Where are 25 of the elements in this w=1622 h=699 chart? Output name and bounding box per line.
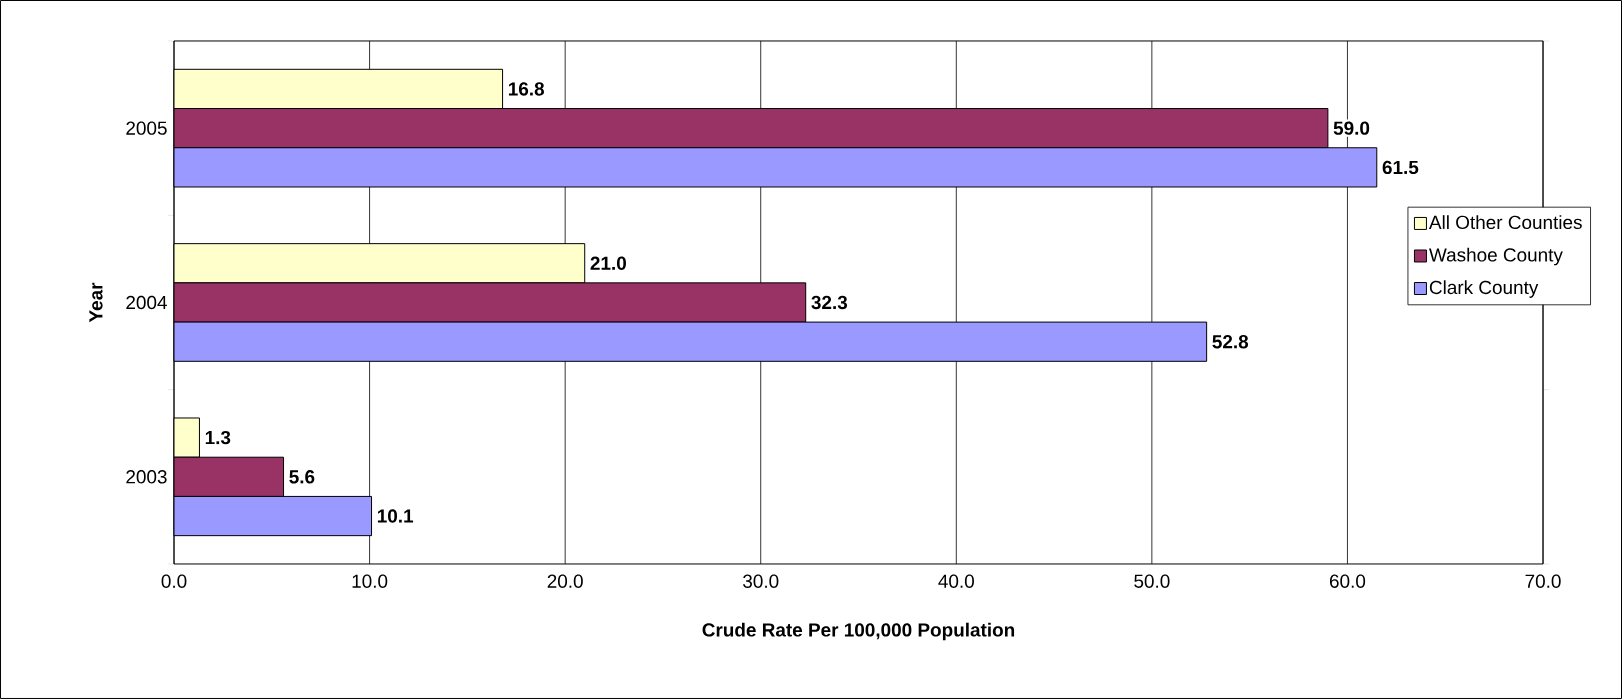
data-label: 16.8 bbox=[508, 82, 545, 96]
y-tick-label: 2004 bbox=[126, 295, 167, 310]
x-tick-label: 30.0 bbox=[743, 574, 779, 588]
x-tick-label: 70.0 bbox=[1525, 574, 1561, 588]
data-label: 32.3 bbox=[811, 295, 848, 310]
y-axis-title: Year bbox=[89, 282, 103, 323]
data-label: 10.1 bbox=[377, 509, 414, 523]
x-tick-label: 20.0 bbox=[547, 574, 583, 588]
data-label: 1.3 bbox=[205, 430, 231, 445]
x-tick-label: 10.0 bbox=[352, 574, 388, 588]
data-label: 52.8 bbox=[1212, 335, 1249, 349]
y-tick-label: 2005 bbox=[126, 121, 167, 135]
x-tick-label: 40.0 bbox=[938, 574, 974, 588]
y-tick-label: 2003 bbox=[126, 470, 167, 484]
data-label: 5.6 bbox=[289, 470, 315, 484]
data-label: 21.0 bbox=[590, 256, 626, 270]
x-axis-title: Crude Rate Per 100,000 Population bbox=[702, 622, 1015, 641]
legend-label: All Other Counties bbox=[1428, 215, 1582, 230]
legend-label: Clark County bbox=[1429, 280, 1539, 298]
x-tick-label: 0.0 bbox=[161, 574, 187, 588]
data-label: 59.0 bbox=[1333, 121, 1370, 135]
x-tick-label: 50.0 bbox=[1134, 574, 1170, 588]
legend-label: Washoe County bbox=[1429, 247, 1563, 266]
data-label: 61.5 bbox=[1382, 160, 1419, 175]
x-tick-label: 60.0 bbox=[1329, 574, 1366, 588]
